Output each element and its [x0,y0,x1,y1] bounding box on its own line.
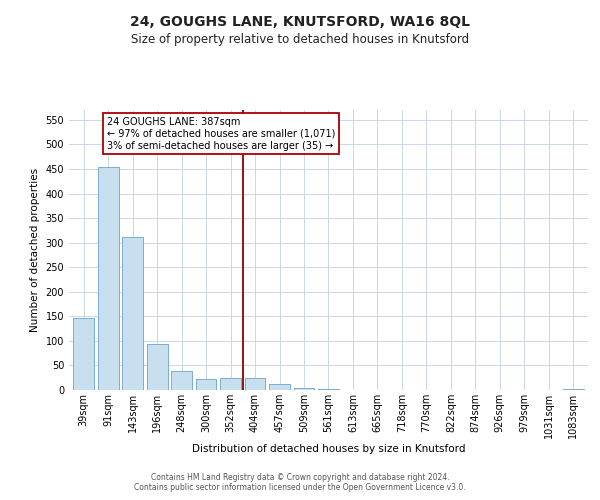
Bar [293,388,314,390]
Bar [171,372,192,390]
Bar [196,379,217,390]
Bar [318,389,339,390]
Bar [220,378,241,390]
Bar [269,384,290,390]
Bar [563,389,584,390]
X-axis label: Distribution of detached houses by size in Knutsford: Distribution of detached houses by size … [192,444,465,454]
Text: 24, GOUGHS LANE, KNUTSFORD, WA16 8QL: 24, GOUGHS LANE, KNUTSFORD, WA16 8QL [130,15,470,29]
Bar [73,318,94,390]
Text: 24 GOUGHS LANE: 387sqm
← 97% of detached houses are smaller (1,071)
3% of semi-d: 24 GOUGHS LANE: 387sqm ← 97% of detached… [107,118,335,150]
Text: Size of property relative to detached houses in Knutsford: Size of property relative to detached ho… [131,32,469,46]
Text: Contains HM Land Registry data © Crown copyright and database right 2024.
Contai: Contains HM Land Registry data © Crown c… [134,473,466,492]
Bar [98,168,119,390]
Bar [147,344,167,390]
Y-axis label: Number of detached properties: Number of detached properties [30,168,40,332]
Bar [122,236,143,390]
Bar [245,378,265,390]
